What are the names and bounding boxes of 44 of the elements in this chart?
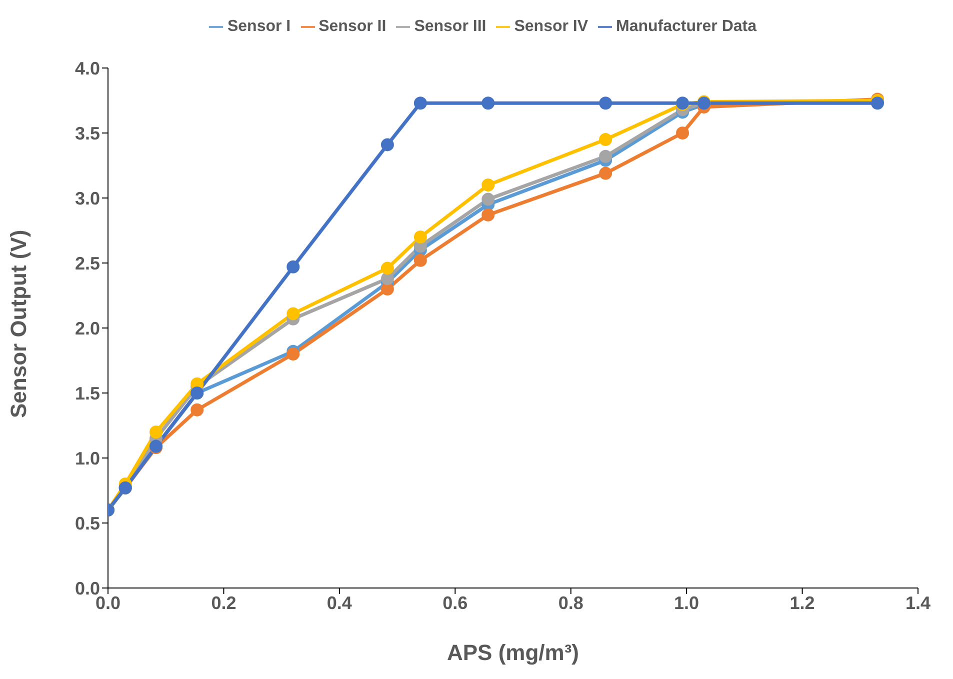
legend-label: Sensor II	[318, 18, 386, 35]
legend-label: Manufacturer Data	[616, 18, 757, 35]
point	[414, 96, 427, 110]
point	[599, 133, 612, 146]
y-tick-label: 0.5	[74, 513, 100, 534]
point	[676, 126, 690, 140]
point	[599, 166, 612, 180]
x-tick-label: 0.8	[558, 592, 584, 613]
y-tick-label: 3.5	[74, 123, 100, 144]
point	[286, 260, 300, 274]
point	[150, 426, 163, 438]
y-tick-label: 1.0	[74, 448, 100, 468]
y-tick-label: 4.0	[74, 58, 100, 78]
x-tick-label: 0.2	[211, 592, 236, 613]
y-axis-title: Sensor Output (V)	[6, 230, 31, 418]
point	[871, 96, 884, 110]
x-tick-label: 0.4	[326, 592, 352, 613]
y-tick-label: 2.0	[74, 318, 100, 338]
x-axis-title: APS (mg/m³)	[447, 640, 579, 665]
point	[380, 282, 394, 296]
point	[599, 96, 612, 110]
point	[190, 403, 204, 416]
point	[380, 262, 394, 275]
x-tick-label: 1.4	[905, 592, 931, 613]
legend-label: Sensor I	[227, 18, 291, 35]
point	[599, 150, 612, 163]
legend-label: Sensor IV	[514, 18, 588, 35]
legend-label: Sensor III	[414, 18, 486, 35]
point	[380, 138, 394, 152]
x-tick-label: 0.6	[442, 592, 468, 613]
point	[286, 348, 300, 360]
point	[482, 208, 495, 222]
y-tick-label: 1.5	[74, 383, 100, 404]
point	[380, 272, 394, 286]
x-tick-label: 1.0	[674, 592, 700, 613]
point	[482, 96, 495, 110]
point	[482, 178, 495, 192]
y-tick-label: 3.0	[74, 188, 100, 208]
point	[286, 307, 300, 320]
point	[414, 230, 427, 244]
point	[482, 192, 495, 206]
point	[414, 254, 427, 267]
x-tick-label: 1.2	[790, 592, 815, 613]
y-tick-label: 2.5	[74, 253, 100, 274]
